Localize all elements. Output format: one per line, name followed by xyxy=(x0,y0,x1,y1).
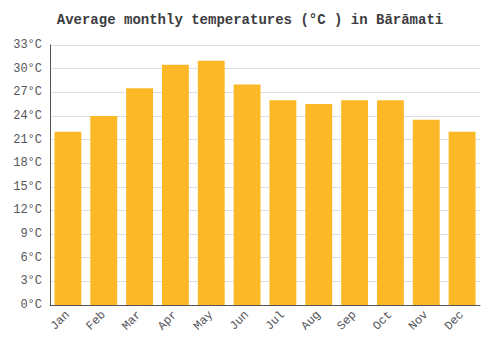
svg-text:Dec: Dec xyxy=(442,308,467,333)
svg-text:0°C: 0°C xyxy=(20,298,42,312)
svg-text:May: May xyxy=(191,308,216,333)
svg-text:Oct: Oct xyxy=(370,308,395,333)
svg-text:21°C: 21°C xyxy=(13,133,42,147)
svg-text:Mar: Mar xyxy=(119,308,144,333)
svg-text:33°C: 33°C xyxy=(13,38,42,52)
svg-text:18°C: 18°C xyxy=(13,156,42,170)
svg-text:Nov: Nov xyxy=(406,308,431,333)
svg-text:Aug: Aug xyxy=(299,308,324,333)
svg-text:24°C: 24°C xyxy=(13,109,42,123)
svg-text:Feb: Feb xyxy=(84,308,109,333)
svg-text:Average monthly temperatures (: Average monthly temperatures (°C ) in Bā… xyxy=(57,12,443,28)
svg-text:30°C: 30°C xyxy=(13,62,42,76)
svg-text:3°C: 3°C xyxy=(20,274,42,288)
svg-text:Jan: Jan xyxy=(48,308,73,333)
svg-text:Jul: Jul xyxy=(263,308,288,333)
svg-text:Apr: Apr xyxy=(155,308,180,333)
svg-text:12°C: 12°C xyxy=(13,203,42,217)
svg-text:Sep: Sep xyxy=(334,308,359,333)
svg-text:Jun: Jun xyxy=(227,308,252,333)
svg-text:27°C: 27°C xyxy=(13,85,42,99)
svg-text:15°C: 15°C xyxy=(13,180,42,194)
svg-text:6°C: 6°C xyxy=(20,251,42,265)
svg-text:9°C: 9°C xyxy=(20,227,42,241)
